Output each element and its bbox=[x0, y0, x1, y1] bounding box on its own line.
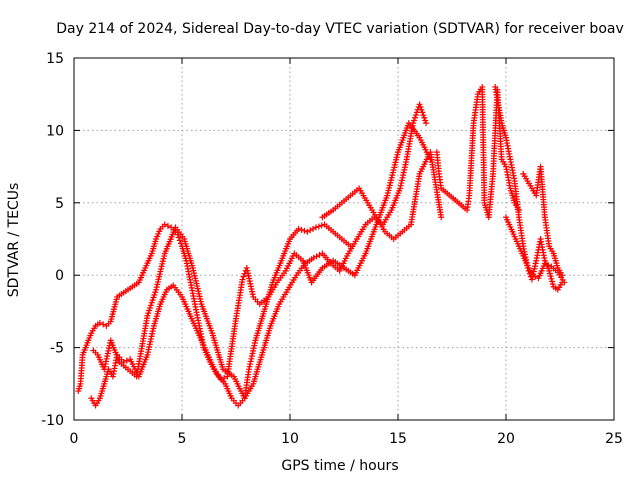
data-point bbox=[175, 234, 182, 241]
data-point bbox=[421, 114, 428, 121]
data-point bbox=[419, 109, 426, 116]
data-point bbox=[313, 253, 320, 260]
data-point bbox=[298, 226, 305, 233]
x-tick-label: 25 bbox=[605, 431, 623, 447]
series-track-f bbox=[492, 83, 566, 293]
y-tick-label: 5 bbox=[55, 196, 64, 212]
plot-frame bbox=[73, 57, 615, 421]
data-point bbox=[549, 278, 556, 285]
data-point bbox=[545, 262, 552, 269]
data-point bbox=[416, 101, 423, 108]
tick-layer: 0 5 10 15 20 25 -10 -5 0 5 10 15 bbox=[41, 51, 623, 447]
data-point bbox=[295, 225, 302, 232]
data-point bbox=[304, 228, 311, 235]
data-point bbox=[315, 223, 322, 230]
data-point bbox=[423, 120, 430, 127]
data-point bbox=[301, 227, 308, 234]
data-point bbox=[548, 275, 555, 282]
y-tick-label: 10 bbox=[46, 123, 64, 139]
x-tick-label: 5 bbox=[178, 431, 187, 447]
series-track-c bbox=[90, 101, 430, 402]
data-point bbox=[164, 222, 171, 229]
series-track-b bbox=[88, 120, 434, 409]
y-tick-label: -5 bbox=[50, 341, 64, 357]
data-point bbox=[531, 265, 538, 272]
data-point bbox=[411, 114, 418, 121]
data-point bbox=[96, 319, 103, 326]
data-point bbox=[532, 260, 539, 267]
data-point bbox=[528, 272, 535, 279]
x-axis-label: GPS time / hours bbox=[281, 458, 398, 474]
x-tick-label: 15 bbox=[389, 431, 407, 447]
data-point bbox=[318, 222, 325, 229]
data-point bbox=[145, 310, 152, 317]
data-point bbox=[310, 225, 317, 232]
data-point bbox=[530, 268, 537, 275]
data-point bbox=[239, 276, 246, 283]
data-point bbox=[410, 120, 417, 127]
series-track-d bbox=[319, 149, 445, 242]
data-point bbox=[418, 106, 425, 113]
data-point bbox=[146, 307, 153, 314]
chart-title: Day 214 of 2024, Sidereal Day-to-day VTE… bbox=[56, 21, 624, 37]
data-point bbox=[541, 260, 548, 267]
data-point bbox=[221, 375, 228, 382]
data-point bbox=[150, 294, 157, 301]
y-axis-label: SDTVAR / TECUs bbox=[6, 183, 22, 298]
x-tick-label: 20 bbox=[497, 431, 515, 447]
data-point bbox=[546, 270, 553, 277]
data-layer bbox=[75, 83, 568, 409]
series-track-e bbox=[433, 83, 522, 221]
data-point bbox=[161, 221, 168, 228]
data-point bbox=[549, 281, 556, 288]
data-point bbox=[547, 273, 554, 280]
data-point bbox=[147, 302, 154, 309]
data-point bbox=[176, 237, 183, 244]
data-point bbox=[438, 214, 445, 221]
data-point bbox=[312, 224, 319, 231]
data-point bbox=[532, 263, 539, 270]
data-point bbox=[417, 104, 424, 111]
data-point bbox=[422, 117, 429, 124]
data-point bbox=[151, 291, 158, 298]
data-point bbox=[147, 304, 154, 311]
x-tick-label: 0 bbox=[70, 431, 79, 447]
series-track-h bbox=[503, 214, 568, 286]
data-point bbox=[217, 376, 224, 383]
data-point bbox=[546, 267, 553, 274]
data-point bbox=[307, 227, 314, 234]
data-point bbox=[240, 273, 247, 280]
data-point bbox=[413, 109, 420, 116]
data-point bbox=[149, 297, 156, 304]
data-point bbox=[144, 312, 151, 319]
y-tick-label: 0 bbox=[55, 268, 64, 284]
data-point bbox=[561, 279, 568, 286]
series-track-a bbox=[75, 221, 354, 409]
data-point bbox=[411, 117, 418, 124]
data-point bbox=[420, 112, 427, 119]
y-tick-label: -10 bbox=[41, 413, 64, 429]
data-point bbox=[532, 273, 539, 280]
data-point bbox=[412, 112, 419, 119]
data-point bbox=[152, 289, 159, 296]
y-tick-label: 15 bbox=[46, 51, 64, 67]
data-point bbox=[148, 299, 155, 306]
data-point bbox=[123, 357, 130, 364]
data-point bbox=[100, 321, 107, 328]
x-tick-label: 10 bbox=[281, 431, 299, 447]
